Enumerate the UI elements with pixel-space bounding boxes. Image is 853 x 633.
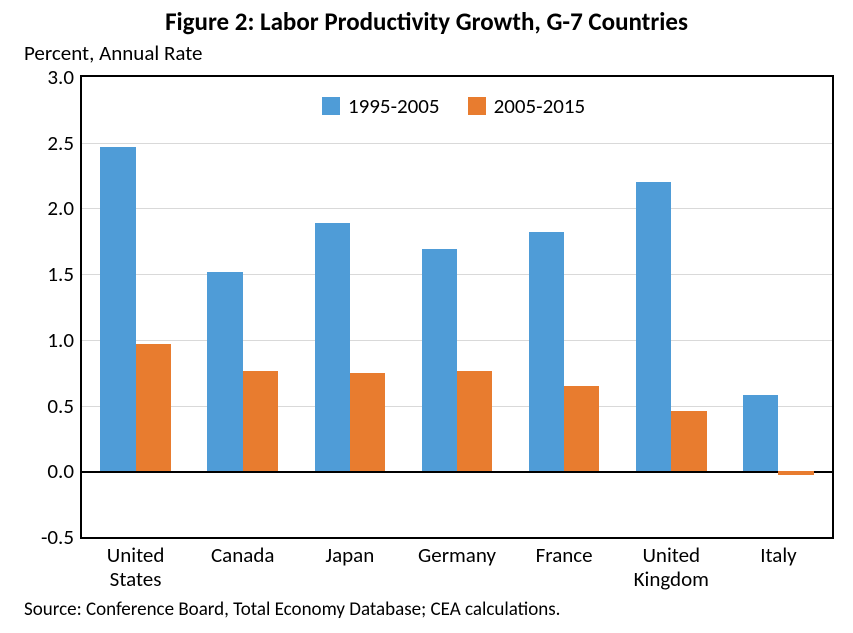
plot-area: -0.50.00.51.01.52.02.53.0UnitedStatesCan… (80, 75, 834, 539)
category-label: Canada (189, 543, 296, 567)
legend-item: 2005-2015 (468, 93, 586, 119)
bar (636, 182, 671, 471)
legend: 1995-2005 2005-2015 (322, 93, 585, 119)
y-tick-label: 0.0 (47, 458, 74, 484)
y-tick-label: 1.5 (47, 261, 74, 287)
gridline (82, 471, 832, 473)
chart-title: Figure 2: Labor Productivity Growth, G-7… (0, 6, 853, 37)
y-tick-label: 2.5 (47, 130, 74, 156)
legend-swatch (322, 97, 340, 115)
bar (422, 249, 457, 471)
bar (743, 395, 778, 471)
category-label: Italy (725, 543, 832, 567)
plot-inner: -0.50.00.51.01.52.02.53.0UnitedStatesCan… (82, 77, 832, 537)
category-label: Germany (403, 543, 510, 567)
bar (243, 371, 278, 471)
bar (315, 223, 350, 471)
y-tick-label: 2.0 (47, 195, 74, 221)
gridline (82, 340, 832, 341)
y-tick-label: 0.5 (47, 393, 74, 419)
bar (457, 371, 492, 471)
bar (529, 232, 564, 471)
category-label: UnitedKingdom (618, 543, 725, 591)
bar (350, 373, 385, 472)
gridline (82, 274, 832, 275)
category-label: Japan (296, 543, 403, 567)
y-tick-label: 3.0 (47, 64, 74, 90)
chart-source: Source: Conference Board, Total Economy … (24, 598, 560, 621)
category-label: UnitedStates (82, 543, 189, 591)
legend-label: 2005-2015 (494, 93, 586, 119)
bar (564, 386, 599, 471)
bar (100, 147, 135, 472)
bar (207, 272, 242, 472)
bar (671, 411, 706, 471)
y-tick-label: 1.0 (47, 327, 74, 353)
chart-container: Figure 2: Labor Productivity Growth, G-7… (0, 0, 853, 633)
category-label: France (511, 543, 618, 567)
gridline (82, 143, 832, 144)
y-tick-label: -0.5 (41, 524, 74, 550)
chart-subtitle: Percent, Annual Rate (24, 40, 202, 66)
legend-item: 1995-2005 (322, 93, 440, 119)
bar (136, 344, 171, 471)
legend-label: 1995-2005 (348, 93, 440, 119)
bar (778, 471, 813, 475)
legend-swatch (468, 97, 486, 115)
gridline (82, 208, 832, 209)
